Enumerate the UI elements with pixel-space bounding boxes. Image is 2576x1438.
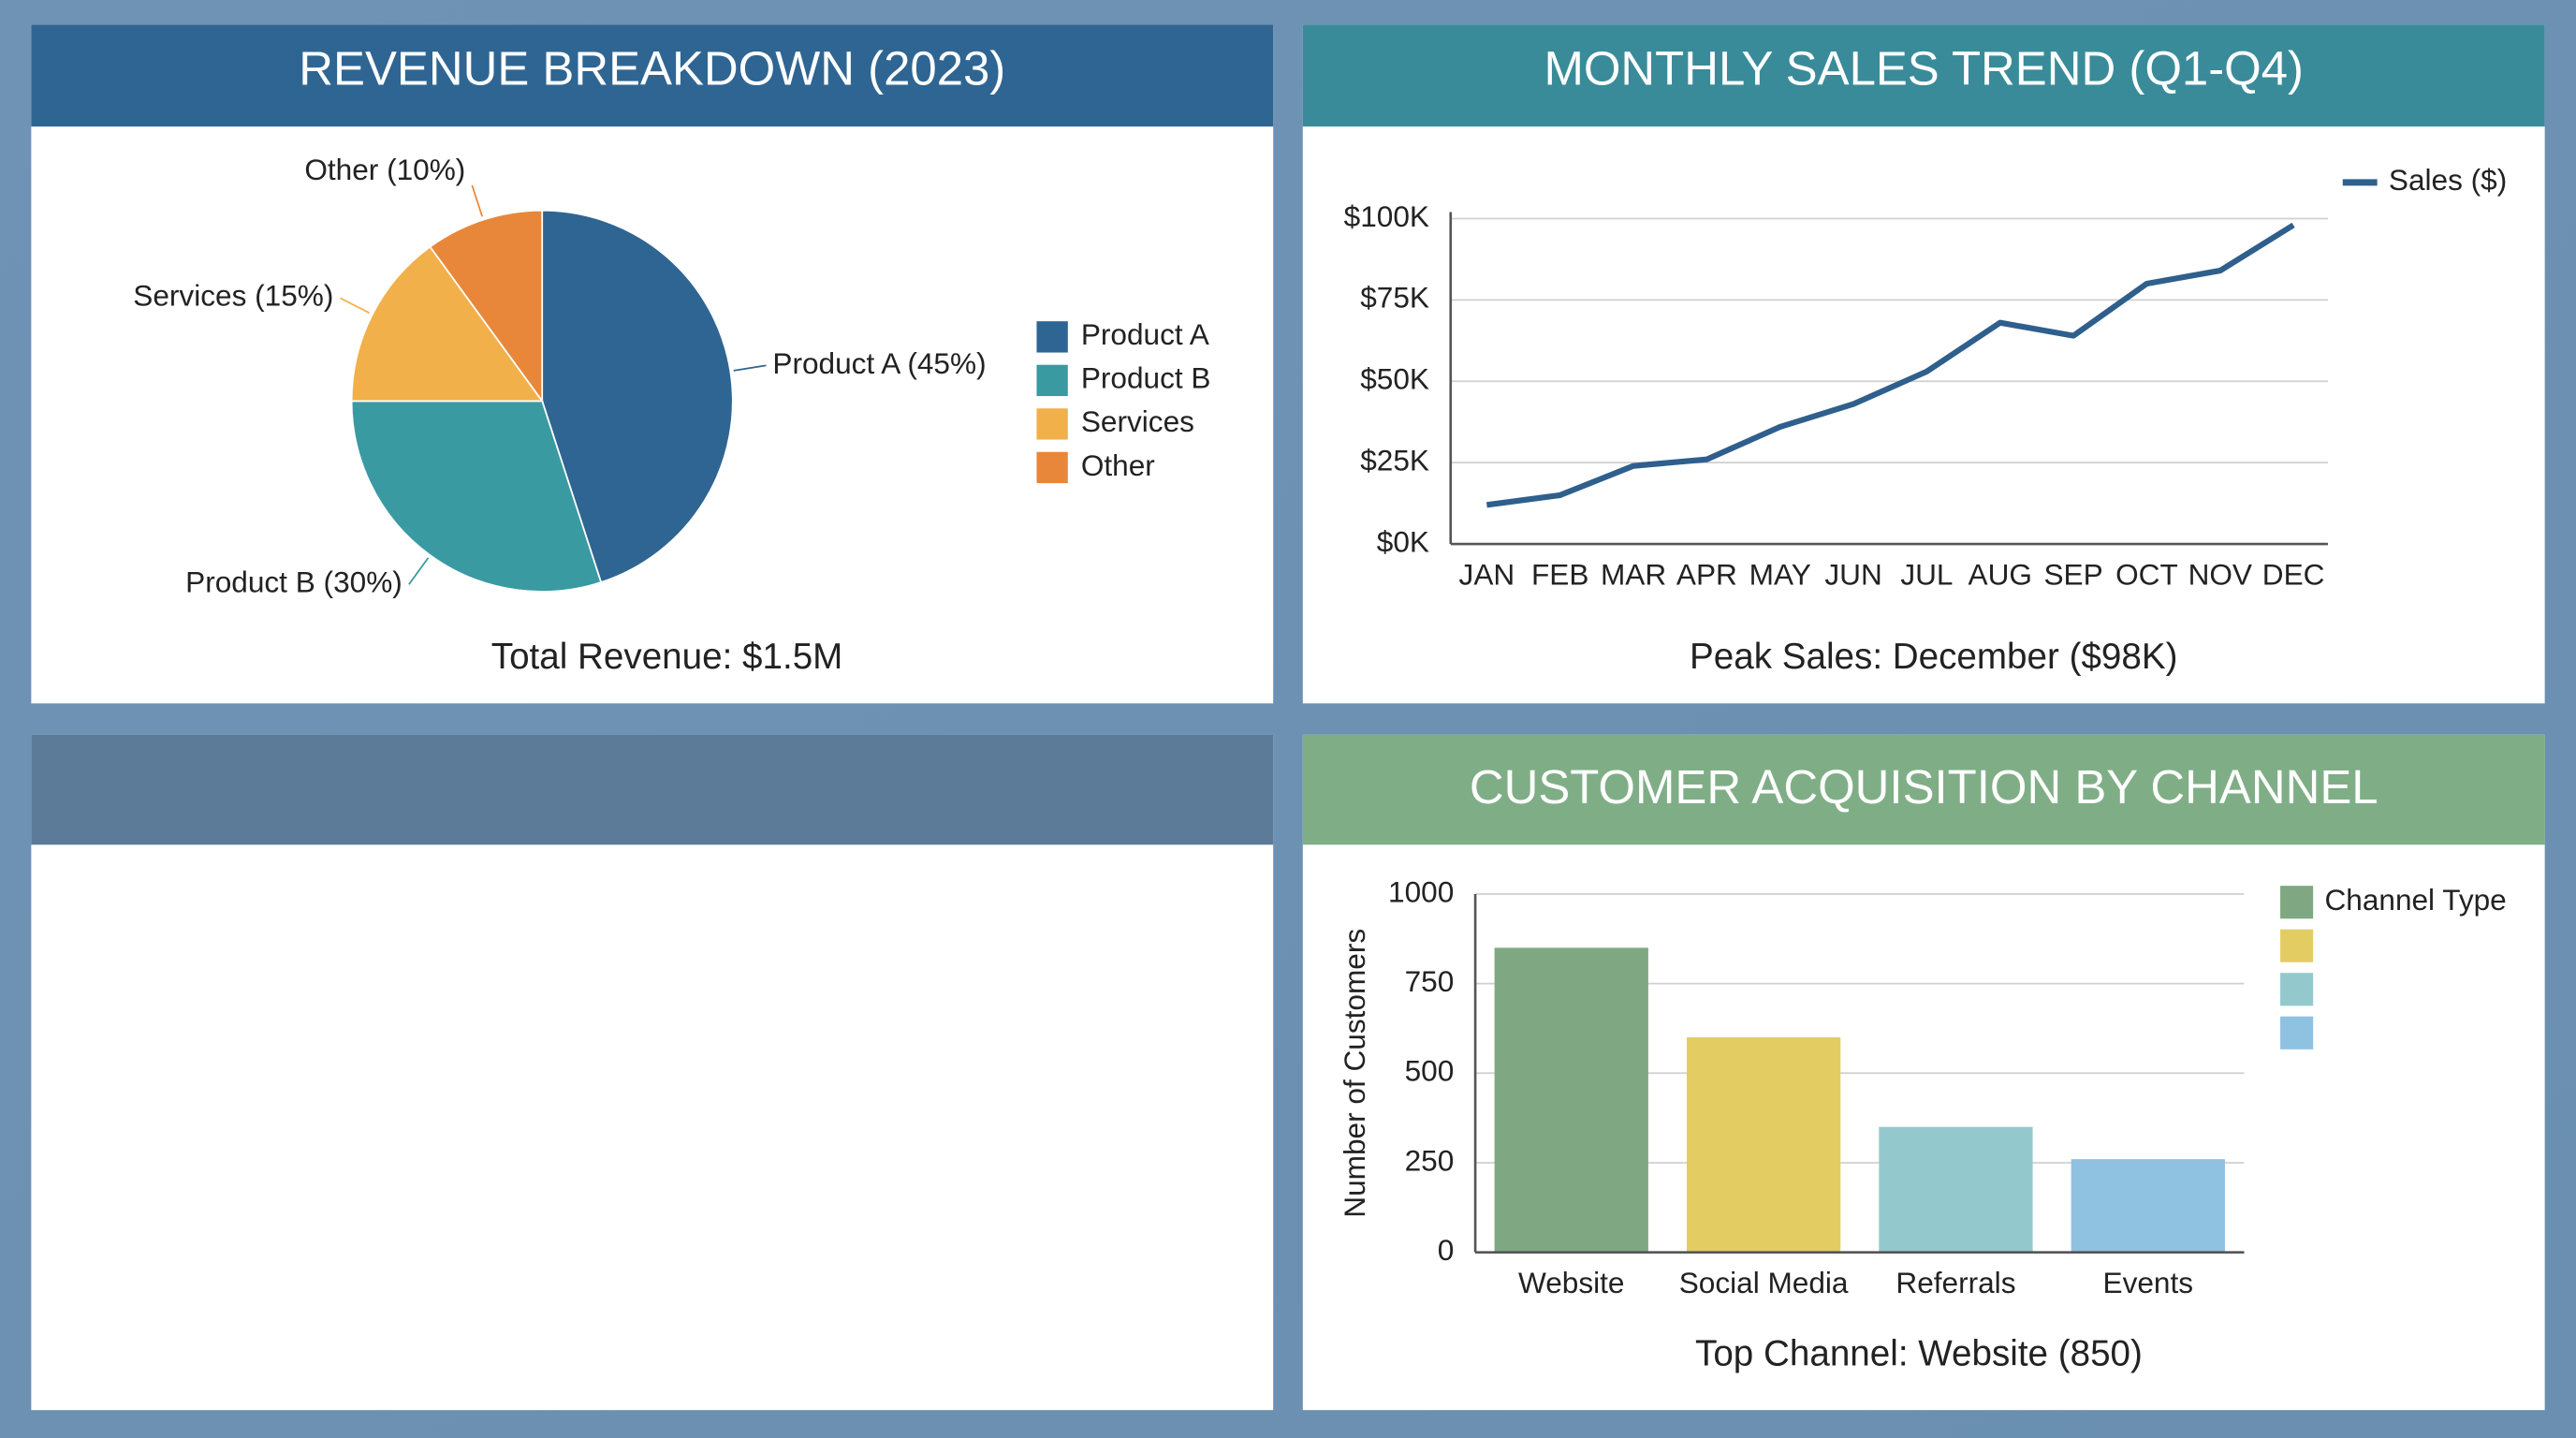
legend-swatch [1036,408,1068,440]
y-tick-label: 1000 [1388,874,1454,908]
legend-label: Services [1081,404,1194,438]
x-tick-label: APR [1676,557,1737,591]
x-tick-label: Referrals [1895,1266,2015,1299]
line-series [1486,222,2295,508]
x-tick-label: JAN [1459,557,1515,591]
chart-title: CUSTOMER ACQUISITION BY CHANNEL [1470,760,2378,814]
leader-line [733,364,767,372]
x-tick-label: Social Media [1679,1266,1849,1299]
x-tick-label: NOV [2188,557,2252,591]
legend-swatch [2280,886,2314,919]
x-tick-label: JUL [1900,557,1953,591]
y-tick-label: $75K [1360,281,1429,315]
chart-note: Total Revenue: $1.5M [491,637,843,677]
x-tick-label: Events [2103,1266,2194,1299]
x-tick-label: FEB [1531,557,1588,591]
y-tick-label: 500 [1405,1054,1455,1088]
chart-note: Top Channel: Website (850) [1695,1333,2143,1373]
leader-line [339,297,371,315]
bar [1879,1126,2033,1253]
chart-title: REVENUE BREAKDOWN (2023) [299,42,1005,95]
x-tick-label: SEP [2044,557,2103,591]
y-tick-label: 750 [1405,964,1455,998]
legend-swatch [2280,973,2314,1006]
bar [1494,947,1648,1253]
y-tick-label: $50K [1360,362,1429,396]
panel [1302,24,2545,704]
x-tick-label: AUG [1969,557,2032,591]
x-tick-label: JUN [1824,557,1881,591]
panel-header [31,734,1274,845]
bar [1686,1037,1841,1253]
leader-line [408,557,430,585]
x-tick-label: DEC [2262,557,2325,591]
bar [2071,1159,2225,1253]
legend-title: Channel Type [2324,883,2506,917]
chart-title: MONTHLY SALES TREND (Q1-Q4) [1544,42,2304,95]
chart-note: Peak Sales: December ($98K) [1690,637,2177,677]
data-label: Other (10%) [304,153,465,186]
pie-slice [429,209,544,404]
legend-swatch [1036,364,1068,397]
panel-header [31,24,1274,127]
y-tick-label: $100K [1344,199,1429,233]
y-axis-label: Number of Customers [1338,929,1371,1218]
y-tick-label: $0K [1377,524,1429,558]
panel-header [1302,24,2545,127]
pie-slice [350,400,603,593]
leader-line [471,184,484,217]
legend-swatch [2280,1016,2314,1049]
pie-slice [541,209,734,584]
legend-swatch [2280,929,2314,962]
legend-swatch [1036,451,1068,484]
x-tick-label: MAY [1749,557,1811,591]
y-tick-label: 250 [1405,1143,1455,1177]
data-label: Product B (30%) [185,565,402,599]
legend-label: Other [1081,448,1155,482]
pie-slice [350,245,544,403]
y-tick-label: 0 [1438,1233,1455,1267]
x-tick-label: OCT [2115,557,2178,591]
y-tick-label: $25K [1360,443,1429,477]
panel [31,734,1274,1411]
legend-label: Product A [1081,317,1209,351]
data-label: Product A (45%) [772,346,986,380]
legend-label: Product B [1081,361,1211,395]
legend-label: Sales ($) [2389,163,2507,197]
data-label: Services (15%) [133,279,333,313]
legend-swatch [1036,321,1068,353]
panel-header [1302,734,2545,845]
x-tick-label: MAR [1601,557,1666,591]
x-tick-label: Website [1518,1266,1624,1299]
